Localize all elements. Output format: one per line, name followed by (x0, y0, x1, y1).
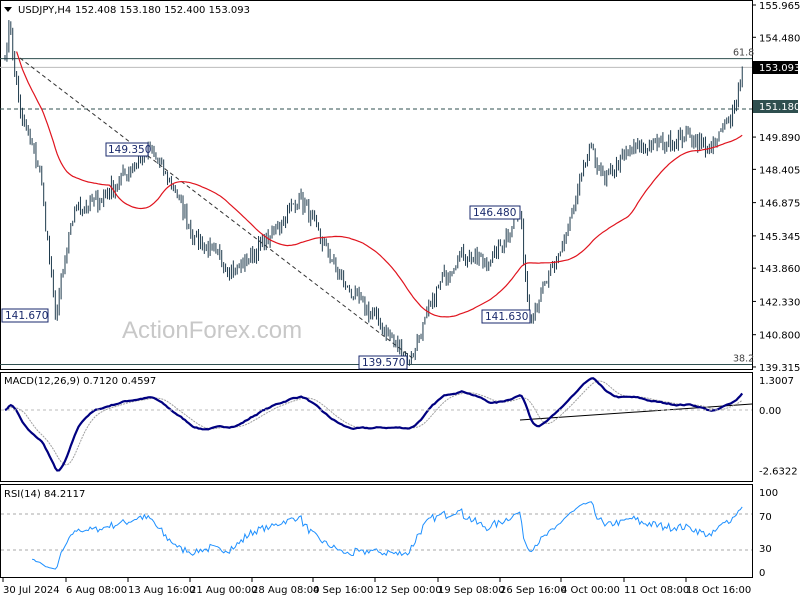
time-tick-label: 19 Sep 08:00 (438, 585, 505, 596)
time-tick-label: 18 Oct 16:00 (686, 585, 751, 596)
svg-text:141.630: 141.630 (485, 311, 528, 323)
price-tick-label: 143.860 (759, 264, 800, 275)
swing-label-141670: 141.670 (1, 308, 49, 323)
price-tick-label: 139.315 (759, 363, 800, 374)
moving-average-line (16, 51, 743, 318)
price-tick-label: 146.875 (759, 199, 800, 210)
swing-label-146480: 146.480 (469, 205, 521, 220)
price-tick-label: 149.890 (759, 133, 800, 144)
svg-text:151.180: 151.180 (759, 102, 800, 113)
price-tick-label: 154.480 (759, 33, 800, 44)
macd-tick-label: 1.3007 (759, 376, 794, 387)
time-tick-label: 28 Aug 08:00 (252, 585, 319, 596)
rsi-axis: 100 70 30 0 (759, 488, 778, 579)
time-tick-label: 13 Aug 16:00 (128, 585, 195, 596)
macd-main-line (4, 377, 744, 472)
macd-signal-line (4, 380, 743, 466)
rsi-tick-label: 70 (759, 512, 772, 523)
rsi-label: RSI(14) 84.2117 (4, 489, 85, 500)
time-tick-label: 4 Sep 16:00 (313, 585, 373, 596)
svg-text:149.350: 149.350 (108, 144, 151, 156)
macd-tick-label: 0.00 (759, 406, 781, 417)
ohlc-values: 152.408 153.180 152.400 153.093 (75, 5, 250, 16)
svg-text:141.670: 141.670 (5, 310, 48, 322)
triangle-down-icon[interactable] (4, 7, 12, 12)
horizontal-levels: 61.8 38.2 (0, 48, 754, 365)
price-axis: 155.965 154.480 149.890 148.405 146.875 145.3… (752, 1, 800, 374)
time-tick-label: 4 Oct 00:00 (561, 585, 620, 596)
macd-panel-frame (0, 372, 753, 482)
svg-text:146.480: 146.480 (473, 207, 516, 219)
time-tick-label: 11 Oct 08:00 (624, 585, 689, 596)
rsi-tick-label: 100 (759, 488, 778, 499)
level-price-tag: 151.180 (753, 100, 800, 113)
watermark: ActionForex.com (122, 317, 302, 344)
swing-label-149350: 149.350 (105, 142, 151, 157)
rsi-panel-frame (0, 484, 753, 578)
time-tick-label: 30 Jul 2024 (3, 585, 60, 596)
swing-label-141630: 141.630 (481, 309, 531, 324)
svg-text:139.570: 139.570 (362, 357, 405, 369)
price-bars (4, 20, 743, 366)
macd-label: MACD(12,26,9) 0.7120 0.4597 (4, 376, 156, 387)
price-tick-label: 148.405 (759, 165, 800, 176)
svg-text:153.093: 153.093 (759, 63, 800, 74)
time-tick-label: 12 Sep 00:00 (375, 585, 442, 596)
symbol-label: USDJPY,H4 (18, 5, 71, 16)
price-tick-label: 145.345 (759, 232, 800, 243)
rsi-tick-label: 30 (759, 544, 772, 555)
time-tick-label: 26 Sep 16:00 (500, 585, 567, 596)
macd-tick-label: -2.6322 (759, 467, 798, 478)
rsi-tick-label: 0 (759, 568, 765, 579)
macd-axis: 1.3007 0.00 -2.6322 (759, 376, 798, 477)
current-price-tag: 153.093 (753, 61, 800, 74)
price-tick-label: 140.800 (759, 331, 800, 342)
fib-level-label: 61.8 (733, 48, 754, 59)
rsi-line (31, 501, 743, 570)
swing-label-139570: 139.570 (358, 355, 408, 370)
trendline-dashed[interactable] (19, 57, 416, 361)
price-tick-label: 155.965 (759, 1, 800, 12)
macd-trendline[interactable] (519, 403, 753, 421)
time-tick-label: 6 Aug 08:00 (66, 585, 127, 596)
time-tick-label: 21 Aug 00:00 (190, 585, 257, 596)
price-tick-label: 142.330 (759, 297, 800, 308)
fib-level-label: 38.2 (733, 353, 754, 364)
